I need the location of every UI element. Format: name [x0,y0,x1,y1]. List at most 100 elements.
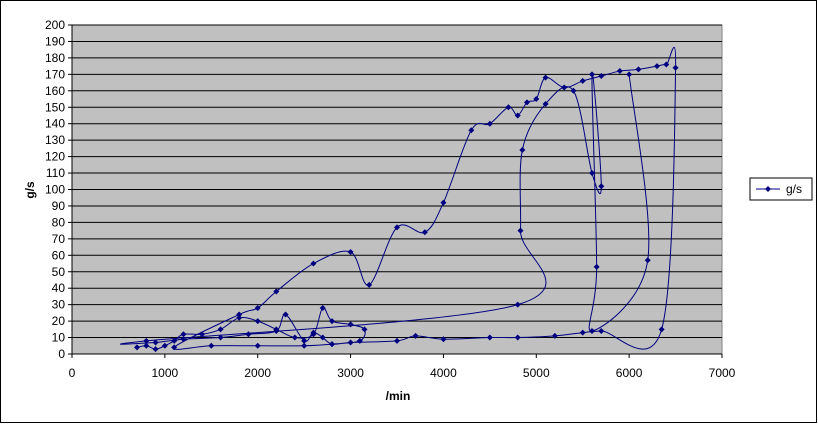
y-tick-label: 0 [58,347,65,361]
y-tick-label: 170 [45,67,65,81]
data-point [616,68,623,75]
data-point [672,64,679,71]
data-point [319,304,326,311]
y-tick-label: 30 [52,298,66,312]
data-point [421,229,428,236]
data-point [551,332,558,339]
data-point [505,104,512,111]
y-tick-label: 100 [45,183,65,197]
y-tick-label: 200 [45,18,65,32]
data-point [361,326,368,333]
data-point [134,344,140,351]
y-tick-label: 140 [45,117,65,131]
data-point [635,66,642,73]
data-point [347,321,354,328]
y-tick-label: 70 [52,232,66,246]
x-tick-label: 5000 [523,366,550,380]
y-axis-title: g/s [23,181,37,199]
data-point [517,227,524,234]
y-tick-label: 80 [52,215,66,229]
y-tick-label: 180 [45,51,65,65]
data-point [180,331,187,338]
data-point [542,74,549,81]
data-point [468,127,475,134]
data-point [217,326,224,333]
data-point [533,96,540,103]
data-point [589,327,595,334]
x-tick-label: 1000 [152,366,179,380]
data-point [180,336,187,343]
data-point [658,326,665,333]
data-point [412,332,419,339]
y-tick-label: 110 [46,166,65,180]
data-point [152,339,159,346]
data-point [356,337,363,344]
legend-box [749,177,813,201]
data-point [254,304,261,311]
y-tick-label: 40 [52,281,66,295]
data-point [570,87,577,94]
data-point [143,342,150,349]
data-point [245,331,252,338]
data-point [366,281,373,288]
data-point [542,100,549,107]
data-point [440,336,447,343]
data-point [199,331,205,338]
data-point [171,337,178,344]
data-point [282,311,289,318]
x-tick-label: 6000 [616,366,643,380]
data-point [161,342,168,349]
y-tick-label: 60 [52,248,66,262]
data-point [579,77,586,84]
data-point [486,120,493,127]
data-point [486,334,493,341]
x-tick-label: 0 [69,366,76,380]
data-point [514,112,521,119]
data-point [663,61,670,68]
data-point [329,318,335,325]
y-tick-label: 150 [45,100,65,114]
data-point [394,224,400,231]
data-point [598,72,605,79]
y-tick-label: 190 [45,34,65,48]
data-point [329,341,335,348]
data-point [236,314,243,321]
data-point [208,342,215,349]
data-point [394,337,400,344]
y-tick-label: 90 [52,199,66,213]
data-point [589,71,595,78]
data-point [514,301,521,308]
data-point [152,346,159,353]
legend-label: g/s [786,182,802,196]
data-point [273,288,280,295]
y-tick-label: 120 [45,150,65,164]
x-tick-label: 2000 [244,366,271,380]
data-point [524,99,530,106]
data-point [310,260,317,267]
data-point [319,334,326,341]
data-point [254,318,261,325]
data-point [236,311,243,318]
data-point [644,257,651,264]
data-point [347,249,354,256]
x-tick-label: 4000 [430,366,457,380]
data-point [310,329,317,336]
y-tick-label: 20 [52,314,66,328]
data-point [254,342,261,349]
data-point [598,183,605,190]
data-point [561,84,568,91]
data-point [579,329,586,336]
data-point [347,339,354,346]
data-point [273,327,280,334]
data-point [301,337,308,344]
data-point [217,334,224,341]
y-tick-label: 160 [45,84,65,98]
x-tick-label: 7000 [709,366,736,380]
data-point [654,63,660,70]
data-point [598,327,605,334]
data-point [301,342,308,349]
data-point [143,337,150,344]
data-point [171,344,178,351]
data-point [440,199,447,206]
